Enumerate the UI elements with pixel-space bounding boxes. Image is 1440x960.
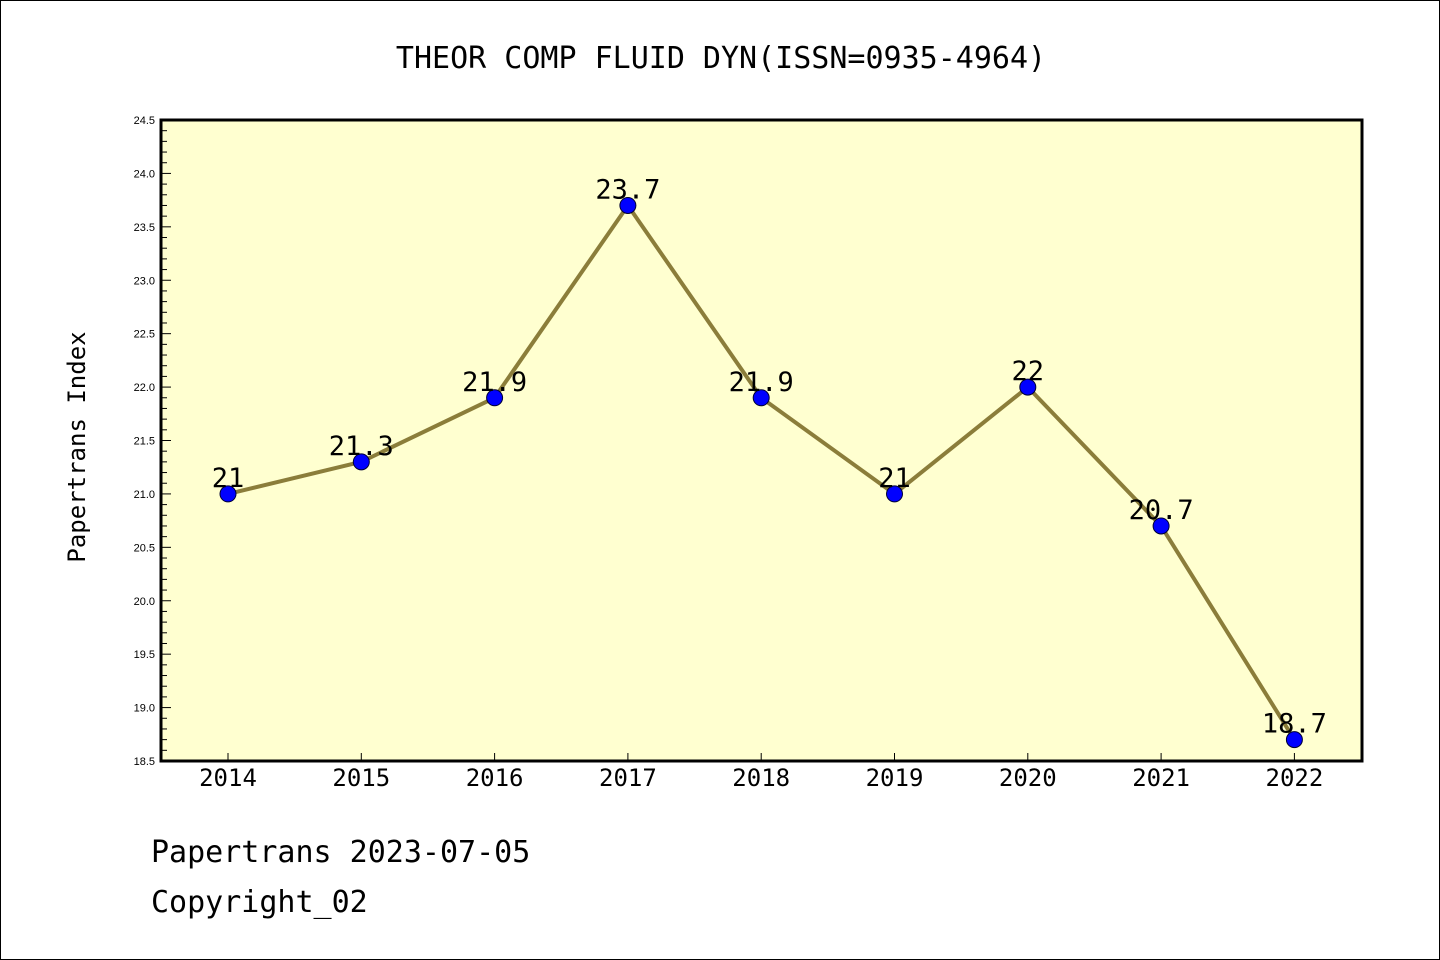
x-tick-label: 2018 — [732, 764, 790, 792]
y-tick-label: 19.0 — [134, 703, 155, 715]
y-tick-label: 24.5 — [134, 115, 155, 127]
x-axis-ticks: 2014 2015 2016 2017 2018 2019 2020 2021 2022 — [199, 753, 1323, 792]
y-axis-ticks: 18.5 19.0 19.5 20.0 20.5 21.0 21.5 22.0 22.5 23.0… — [134, 115, 171, 768]
plot-border — [159, 118, 1364, 763]
data-label: 20.7 — [1129, 495, 1194, 526]
y-tick-label: 18.5 — [134, 756, 155, 768]
y-tick-label: 21.5 — [134, 436, 155, 448]
y-tick-label: 21.0 — [134, 489, 155, 501]
data-label: 21 — [878, 463, 911, 494]
y-tick-label: 24.0 — [134, 168, 155, 180]
data-point — [352, 453, 370, 471]
data-label: 22 — [1012, 356, 1045, 387]
plot-area — [161, 120, 1362, 761]
y-tick-label: 22.5 — [134, 329, 155, 341]
data-point — [619, 196, 637, 214]
y-tick-label: 20.5 — [134, 542, 155, 554]
x-tick-label: 2021 — [1132, 764, 1190, 792]
x-tick-label: 2014 — [199, 764, 257, 792]
data-series: 21 21.3 21.9 23.7 21.9 21 22 20.7 18.7 — [212, 174, 1327, 749]
data-point — [219, 485, 237, 503]
chart-title: THEOR COMP FLUID DYN(ISSN=0935-4964) — [396, 41, 1046, 76]
data-label: 21.3 — [329, 431, 394, 462]
footer-copyright: Copyright_02 — [151, 885, 368, 920]
data-point — [1019, 378, 1037, 396]
x-tick-label: 2017 — [599, 764, 657, 792]
data-point — [752, 389, 770, 407]
y-tick-label: 20.0 — [134, 596, 155, 608]
data-label: 21 — [212, 463, 245, 494]
y-axis-label: Papertrans Index — [63, 331, 91, 562]
data-point — [1285, 731, 1303, 749]
x-tick-label: 2019 — [866, 764, 924, 792]
footer-date-line: Papertrans 2023-07-05 — [151, 835, 531, 870]
data-label: 23.7 — [595, 174, 660, 205]
data-point — [486, 389, 504, 407]
data-label: 21.9 — [729, 367, 794, 398]
y-tick-label: 23.5 — [134, 222, 155, 234]
data-point — [886, 485, 903, 503]
x-tick-label: 2022 — [1266, 764, 1324, 792]
x-tick-label: 2020 — [999, 764, 1057, 792]
data-label: 18.7 — [1262, 709, 1327, 740]
x-tick-label: 2015 — [332, 764, 390, 792]
x-tick-label: 2016 — [466, 764, 524, 792]
y-tick-label: 22.0 — [134, 382, 155, 394]
data-label: 21.9 — [462, 367, 527, 398]
y-tick-label: 19.5 — [134, 649, 155, 661]
data-point — [1152, 517, 1170, 535]
y-tick-label: 23.0 — [134, 275, 155, 287]
